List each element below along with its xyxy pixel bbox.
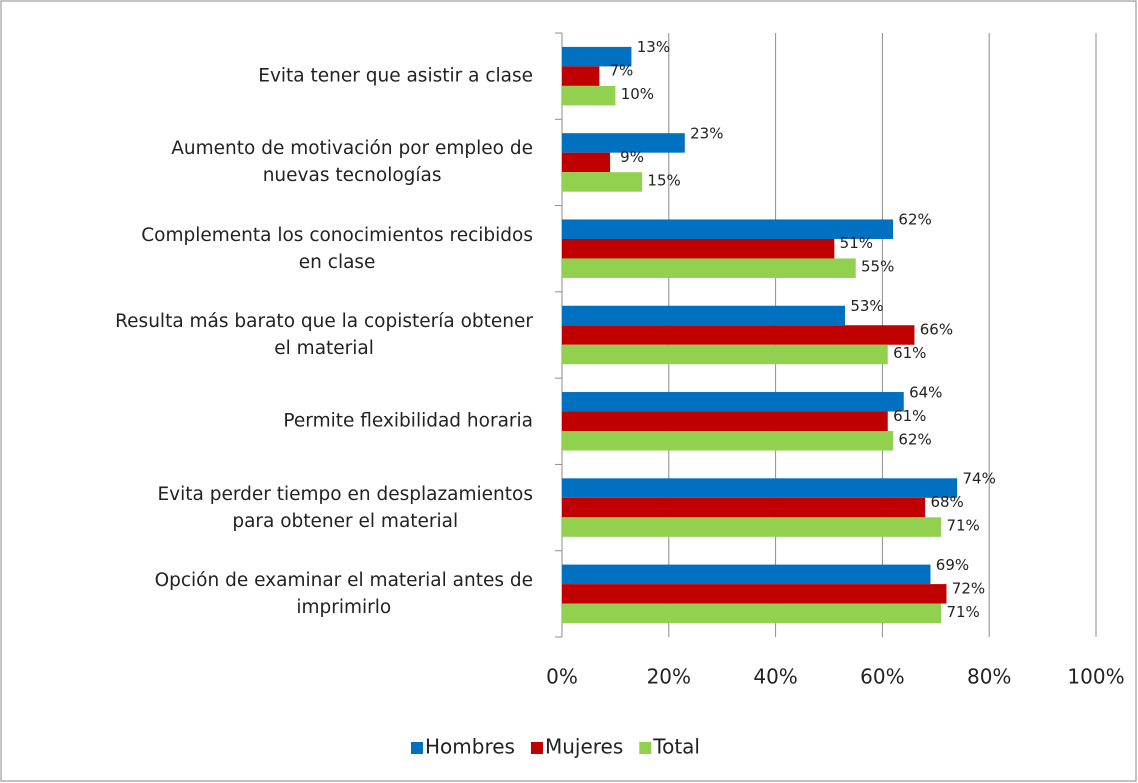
bar	[562, 305, 846, 326]
data-label: 10%	[621, 85, 654, 103]
data-label: 62%	[898, 211, 931, 229]
legend-label: Mujeres	[545, 735, 623, 759]
data-label: 61%	[893, 407, 926, 425]
y-tick-label: Complementa los conocimientos recibidos …	[141, 224, 533, 273]
x-tick-label: 100%	[1067, 665, 1124, 689]
category-label: Evita perder tiempo en desplazamientos p…	[0, 481, 533, 535]
data-label: 74%	[962, 470, 995, 488]
data-label: 66%	[920, 321, 953, 339]
category-label: Permite flexibilidad horaria	[0, 408, 533, 435]
bar	[562, 152, 611, 173]
legend-swatch	[411, 742, 423, 754]
legend-swatch	[639, 742, 652, 754]
bar	[562, 564, 931, 585]
legend-swatch	[530, 742, 543, 754]
data-label: 51%	[840, 234, 873, 252]
bar	[562, 172, 643, 192]
data-label: 68%	[930, 493, 963, 511]
bar	[562, 411, 888, 432]
y-tick-label: Aumento de motivación por empleo de nuev…	[171, 138, 533, 187]
bar	[562, 497, 926, 518]
bar	[562, 133, 685, 153]
data-label: 71%	[946, 517, 979, 535]
legend-label: Hombres	[425, 735, 515, 759]
data-label: 9%	[620, 148, 644, 166]
bar	[562, 584, 947, 604]
bar	[562, 325, 915, 345]
y-tick-label: Resulta más barato que la copistería obt…	[115, 311, 533, 359]
bar	[562, 258, 856, 278]
legend-label: Total	[652, 735, 700, 759]
x-tick-label: 20%	[647, 665, 691, 689]
bar	[562, 603, 942, 624]
category-label: Evita tener que asistir a clase	[0, 63, 533, 90]
x-tick-label: 0%	[546, 665, 578, 689]
data-label: 15%	[647, 171, 680, 189]
y-tick-label: Opción de examinar el material antes de …	[154, 569, 533, 618]
bar	[562, 85, 616, 106]
bar	[562, 66, 600, 86]
bar	[562, 238, 835, 259]
x-tick-label: 80%	[967, 665, 1011, 689]
data-label: 55%	[861, 258, 894, 276]
data-label: 53%	[850, 297, 883, 315]
y-tick-label: Evita perder tiempo en desplazamientos p…	[157, 483, 533, 532]
data-label: 23%	[690, 124, 723, 142]
category-label: Opción de examinar el material antes de …	[0, 567, 533, 621]
y-tick-label: Permite flexibilidad horaria	[283, 410, 533, 432]
data-label: 72%	[952, 579, 985, 597]
data-label: 71%	[946, 603, 979, 621]
bar	[562, 219, 894, 239]
category-label: Aumento de motivación por empleo de nuev…	[0, 135, 533, 189]
x-tick-label: 60%	[860, 665, 904, 689]
bar	[562, 392, 904, 412]
category-label: Complementa los conocimientos recibidos …	[0, 222, 533, 276]
data-label: 64%	[909, 383, 942, 401]
bar	[562, 344, 888, 365]
bar	[562, 46, 632, 67]
data-label: 7%	[609, 62, 633, 80]
y-tick-label: Evita tener que asistir a clase	[258, 65, 533, 87]
data-label: 62%	[898, 430, 931, 448]
data-label: 13%	[637, 38, 670, 56]
bar	[562, 431, 894, 451]
data-label: 61%	[893, 344, 926, 362]
category-label: Resulta más barato que la copistería obt…	[0, 308, 533, 362]
bar	[562, 478, 958, 498]
bar	[562, 517, 942, 537]
x-tick-label: 40%	[753, 665, 797, 689]
data-label: 69%	[936, 556, 969, 574]
